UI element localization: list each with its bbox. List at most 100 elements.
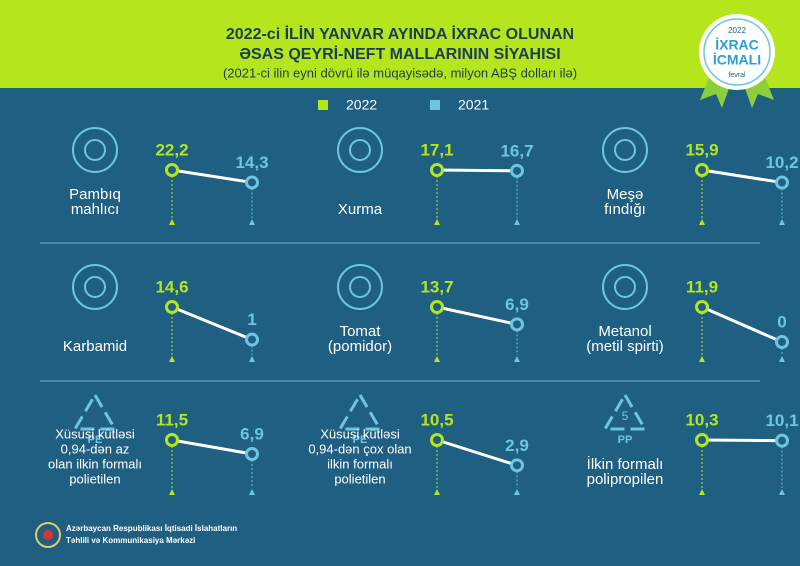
footer-text: Azərbaycan Respublikası İqtisadi İslahat… [66, 524, 237, 533]
slope-line [171, 305, 253, 341]
legend-swatch [318, 100, 328, 110]
value-label: 10,1 [765, 411, 798, 430]
point [510, 317, 524, 332]
point [775, 433, 789, 448]
point [245, 447, 259, 461]
title: ƏSAS QEYRİ-NEFT MALLARININ SİYAHISI [239, 45, 560, 63]
product-label: Xurma [338, 201, 383, 218]
product-label: Pambıq [69, 186, 121, 203]
product-icon [349, 139, 371, 161]
value-label: 11,5 [156, 410, 188, 429]
marker-triangle [169, 489, 175, 495]
product-icon [614, 139, 636, 161]
point [695, 433, 709, 447]
value-label: 10,2 [765, 153, 798, 172]
value-label: 17,1 [420, 140, 453, 159]
point [165, 300, 179, 314]
product-icon [72, 264, 118, 310]
product-label: Karbamid [63, 338, 127, 355]
icon-label: PP [618, 434, 633, 446]
marker-triangle [699, 356, 705, 362]
marker-triangle [514, 356, 520, 362]
value-label: 10,5 [420, 410, 453, 429]
point [430, 163, 444, 177]
point [510, 458, 524, 473]
product-label: İlkin formalı [587, 455, 664, 473]
marker-triangle [169, 356, 175, 362]
legend-swatch [430, 100, 440, 110]
marker-triangle [699, 219, 705, 225]
slope-line [171, 438, 253, 456]
footer: Azərbaycan Respublikası İqtisadi İslahat… [35, 522, 237, 548]
product-label: 0,94-dən az [61, 441, 130, 456]
product-label: Metanol [598, 323, 651, 340]
value-label: 10,3 [685, 410, 718, 429]
value-label: 15,9 [685, 140, 718, 159]
product-label: (pomidor) [328, 338, 392, 355]
value-label: 14,3 [235, 153, 268, 172]
point [165, 163, 179, 177]
point [430, 300, 444, 314]
marker-triangle [434, 356, 440, 362]
icon-label: PE [353, 434, 368, 446]
legend-label: 2022 [346, 97, 377, 113]
value-label: 14,6 [155, 277, 188, 296]
marker-triangle [169, 219, 175, 225]
slope-line [436, 438, 518, 467]
product-label: ilkin formalı [327, 456, 393, 471]
product-label: olan ilkin formalı [48, 456, 142, 471]
product-icon [614, 276, 636, 298]
marker-triangle [249, 489, 255, 495]
subtitle: (2021-ci ilin eyni dövrü ilə müqayisədə,… [223, 65, 577, 80]
point [430, 433, 444, 447]
marker-triangle [434, 219, 440, 225]
value-label: 0 [777, 312, 786, 331]
product-icon [349, 276, 371, 298]
product-label: polietilen [69, 471, 120, 486]
product-label: Meşə [607, 186, 644, 203]
slope-line [701, 438, 783, 443]
point [775, 335, 789, 349]
slope-line [701, 168, 783, 185]
marker-triangle [779, 219, 785, 225]
value-label: 13,7 [420, 277, 453, 296]
badge-text: İCMALI [713, 52, 761, 68]
legend-label: 2021 [458, 97, 489, 113]
header-band [0, 0, 800, 88]
footer-text: Təhlili və Kommunikasiya Mərkəzi [66, 536, 195, 545]
product-label: (metil spirti) [586, 338, 664, 355]
product-label: Xüsusi kütləsi [55, 426, 135, 441]
slope-line [171, 168, 253, 184]
point [510, 163, 524, 178]
slope-line [436, 305, 518, 326]
product-icon [84, 139, 106, 161]
product-label: Tomat [340, 323, 382, 340]
marker-triangle [514, 219, 520, 225]
slope-line [436, 168, 518, 173]
badge-circle [699, 14, 775, 90]
emblem [43, 530, 53, 540]
point [165, 433, 179, 447]
point [695, 163, 709, 177]
product-label: mahlıcı [71, 201, 119, 218]
value-label: 22,2 [155, 140, 188, 159]
point [245, 175, 259, 190]
value-label: 1 [247, 310, 256, 329]
marker-triangle [249, 219, 255, 225]
product-icon [337, 127, 383, 173]
product-label: 0,94-dən çox olan [308, 441, 411, 456]
marker-triangle [434, 489, 440, 495]
product-label: polietilen [334, 471, 385, 486]
badge-month: fevral [728, 72, 746, 79]
marker-triangle [779, 356, 785, 362]
marker-triangle [779, 489, 785, 495]
product-icon [337, 264, 383, 310]
icon-label: PE [88, 434, 103, 446]
product-label: fındığı [604, 201, 646, 218]
value-label: 16,7 [500, 141, 533, 160]
slope-line [701, 305, 783, 344]
value-label: 6,9 [240, 424, 264, 443]
emblem [35, 522, 61, 548]
